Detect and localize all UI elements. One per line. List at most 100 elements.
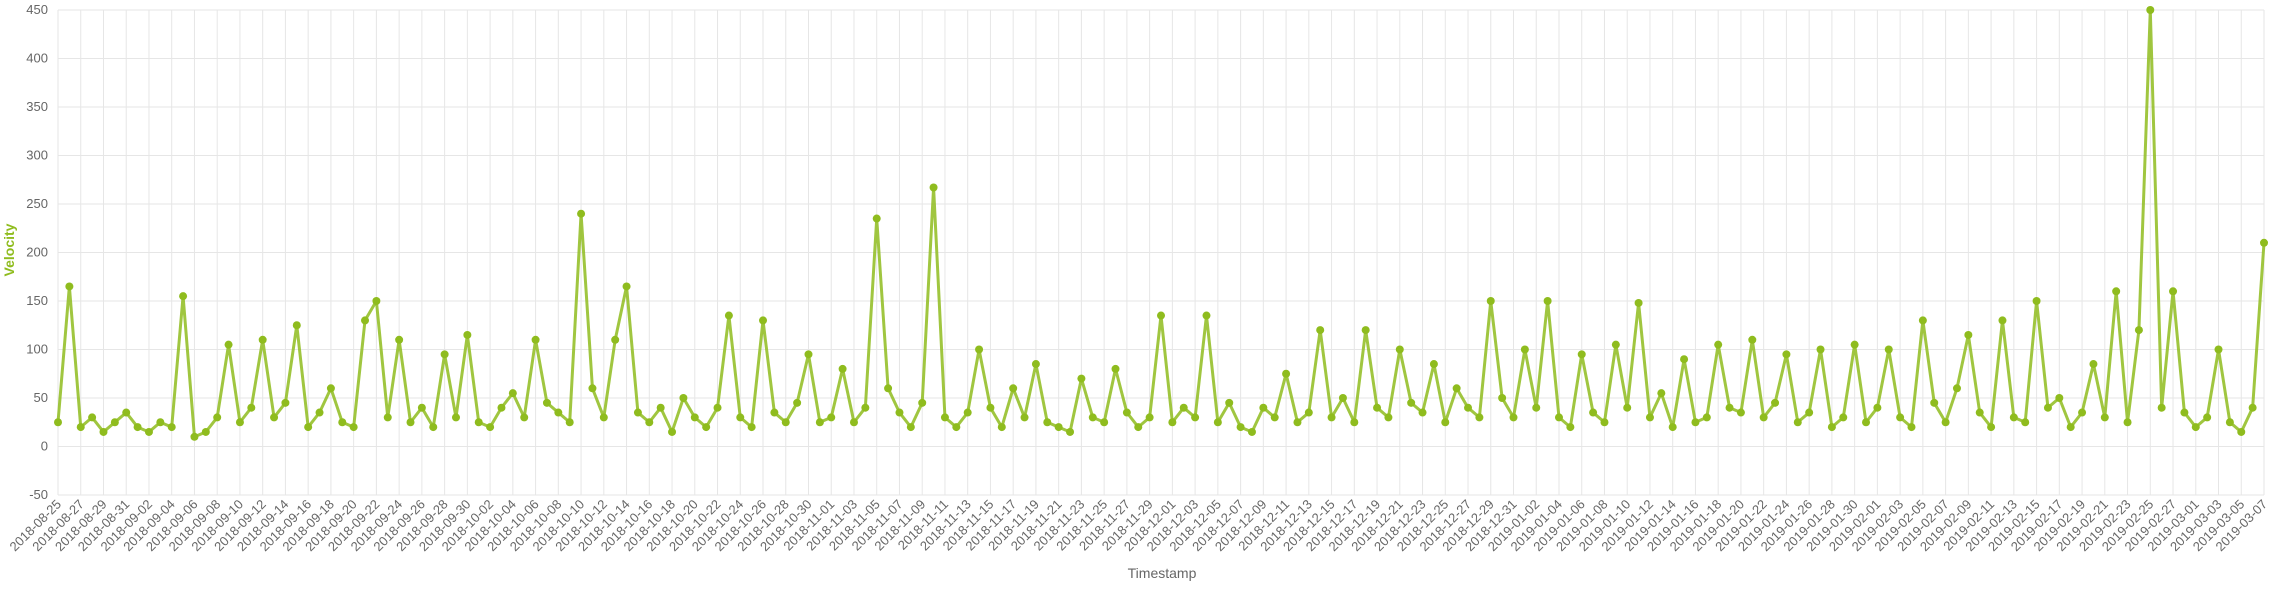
data-point: [2157, 403, 2166, 412]
data-point: [2112, 287, 2121, 296]
data-point: [1907, 423, 1916, 432]
data-point: [1247, 427, 1256, 436]
data-point: [906, 423, 915, 432]
data-point: [1498, 394, 1507, 402]
data-point: [679, 394, 688, 402]
data-point: [2100, 413, 2109, 422]
y-tick-label: 400: [26, 51, 48, 66]
data-point: [793, 398, 802, 407]
y-tick-label: 250: [26, 196, 48, 211]
data-point: [1134, 423, 1143, 432]
data-point: [1282, 369, 1291, 378]
data-point: [76, 423, 85, 432]
data-point: [315, 408, 324, 417]
data-point: [849, 418, 858, 427]
data-point: [1805, 408, 1814, 417]
data-point: [611, 335, 620, 344]
data-point: [1122, 408, 1131, 417]
data-point: [1839, 413, 1848, 422]
data-point: [997, 423, 1006, 432]
data-point: [668, 427, 677, 436]
data-point: [1191, 413, 1200, 422]
data-point: [1725, 403, 1734, 412]
data-point: [1668, 423, 1677, 432]
data-point: [1157, 311, 1165, 320]
data-point: [2089, 360, 2098, 369]
data-point: [167, 423, 176, 432]
data-point: [1736, 408, 1745, 417]
data-point: [122, 408, 131, 417]
data-point: [827, 413, 836, 422]
data-point: [65, 282, 74, 291]
data-point: [1054, 423, 1063, 432]
data-point: [713, 403, 722, 412]
data-point: [702, 423, 711, 432]
data-point: [474, 418, 483, 427]
data-point: [133, 423, 142, 432]
data-point: [1759, 413, 1768, 422]
x-axis-title: Timestamp: [1128, 565, 1197, 581]
data-point: [1827, 423, 1836, 432]
data-point: [1532, 403, 1541, 412]
data-point: [1270, 413, 1279, 422]
series-line: [56, 8, 2266, 439]
y-axis-title: Velocity: [1, 223, 17, 276]
data-point: [270, 413, 279, 422]
data-point: [2066, 423, 2075, 432]
data-point: [1623, 403, 1632, 412]
data-point: [1031, 360, 1040, 369]
data-point: [1088, 413, 1097, 422]
data-point: [1873, 403, 1882, 412]
y-tick-label: 450: [26, 2, 48, 17]
data-point: [577, 209, 586, 218]
data-point: [110, 418, 119, 427]
data-point: [1407, 398, 1416, 407]
data-point: [770, 408, 779, 417]
data-point: [1475, 413, 1484, 422]
data-point: [588, 384, 597, 393]
data-point: [1179, 403, 1188, 412]
data-point: [520, 413, 529, 422]
data-point: [1418, 408, 1427, 417]
data-point: [884, 384, 893, 393]
data-point: [1611, 340, 1620, 349]
data-point: [1918, 316, 1927, 325]
data-point: [940, 413, 949, 422]
y-tick-label: 350: [26, 99, 48, 114]
data-point: [1714, 340, 1723, 349]
data-point: [486, 423, 495, 432]
data-point: [179, 292, 188, 301]
data-point: [383, 413, 392, 422]
data-point: [1077, 374, 1086, 383]
data-point: [1225, 398, 1234, 407]
data-point: [508, 389, 517, 398]
y-tick-label: 100: [26, 342, 48, 357]
y-tick-label: 200: [26, 245, 48, 260]
data-point: [338, 418, 347, 427]
data-point: [1554, 413, 1563, 422]
data-point: [2214, 345, 2223, 354]
data-point: [622, 282, 631, 291]
data-point: [1441, 418, 1450, 427]
data-point: [395, 335, 404, 344]
data-point: [1384, 413, 1393, 422]
data-point: [156, 418, 165, 427]
data-point: [918, 398, 927, 407]
data-point: [952, 423, 961, 432]
data-point: [417, 403, 426, 412]
data-point: [2225, 418, 2234, 427]
y-tick-label: 150: [26, 293, 48, 308]
data-point: [1930, 398, 1939, 407]
data-point: [497, 403, 506, 412]
data-point: [190, 432, 199, 441]
data-point: [1691, 418, 1700, 427]
data-point: [2180, 408, 2189, 417]
data-point: [292, 321, 301, 330]
data-point: [88, 413, 97, 422]
data-point: [1634, 298, 1643, 307]
data-point: [1373, 403, 1382, 412]
data-point: [1338, 394, 1347, 402]
data-point: [1213, 418, 1222, 427]
data-point: [1236, 423, 1245, 432]
data-point: [565, 418, 574, 427]
